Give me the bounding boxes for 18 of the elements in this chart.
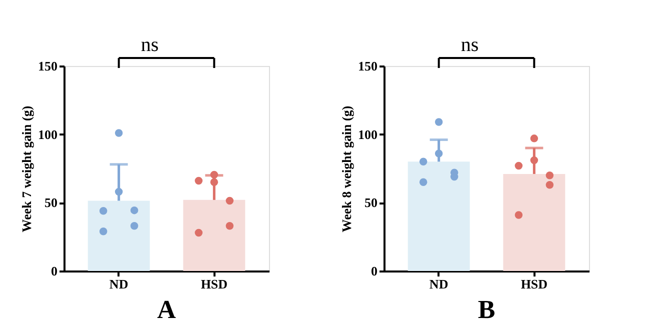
text: B [478,295,496,324]
y-tick-label: 100 [38,126,58,142]
y-tick-label: 0 [371,264,378,278]
y-axis-title: Week 7 weight gain (g) [19,106,34,232]
y-tick-label: 50 [364,195,378,210]
x-tick-label: HSD [520,276,548,292]
x-tick-label: ND [109,276,128,292]
y-axis-title: Week 8 weight gain (g) [339,106,354,232]
y-tick-label: 150 [38,58,58,74]
y-tick-label: 150 [358,58,378,74]
x-tick-label: HSD [200,276,228,292]
x-tick-label: ND [429,276,448,292]
y-tick-label: 50 [44,195,58,210]
text: A [157,295,176,324]
y-tick-label: 0 [51,264,58,278]
y-tick-label: 100 [358,126,378,142]
text: ns [460,34,479,56]
text: ns [140,34,159,56]
